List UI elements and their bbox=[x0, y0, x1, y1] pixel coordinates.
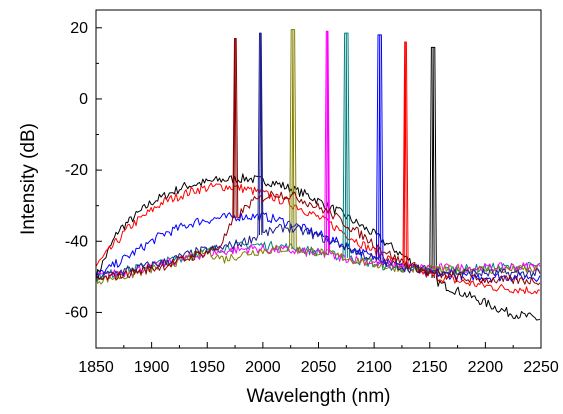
x-tick-label: 1950 bbox=[189, 359, 225, 376]
x-axis-title: Wavelength (nm) bbox=[247, 386, 391, 407]
y-axis-title: Intensity (dB) bbox=[18, 123, 39, 235]
x-tick-label: 2000 bbox=[245, 359, 281, 376]
plot-frame bbox=[95, 9, 542, 349]
ticks-layer: 1850 1900 1950 2000 2050 2100 2150 2200 2250 -60 -… bbox=[65, 20, 559, 376]
x-tick-label: 2250 bbox=[523, 359, 559, 376]
spectrum-series-7 bbox=[95, 32, 541, 280]
x-tick-label: 2050 bbox=[301, 359, 337, 376]
spectrum-series-8 bbox=[95, 38, 541, 286]
series-layer bbox=[95, 29, 541, 321]
x-tick-label: 2200 bbox=[468, 359, 504, 376]
spectrum-series-5 bbox=[95, 30, 541, 279]
x-tick-label: 1850 bbox=[78, 359, 114, 376]
spectrum-series-3 bbox=[95, 34, 541, 282]
spectrum-series-6 bbox=[95, 29, 540, 285]
y-tick-label: -20 bbox=[65, 162, 88, 179]
x-tick-label: 1900 bbox=[134, 359, 170, 376]
spectrum-series-2 bbox=[95, 41, 541, 295]
y-tick-label: 0 bbox=[79, 91, 88, 108]
y-tick-label: -40 bbox=[65, 233, 88, 250]
x-tick-label: 2150 bbox=[412, 359, 448, 376]
spectrum-series-4 bbox=[95, 32, 541, 282]
y-tick-label: 20 bbox=[70, 20, 88, 37]
y-tick-label: -60 bbox=[65, 304, 88, 321]
spectrum-series-1 bbox=[95, 46, 541, 321]
x-tick-label: 2100 bbox=[356, 359, 392, 376]
